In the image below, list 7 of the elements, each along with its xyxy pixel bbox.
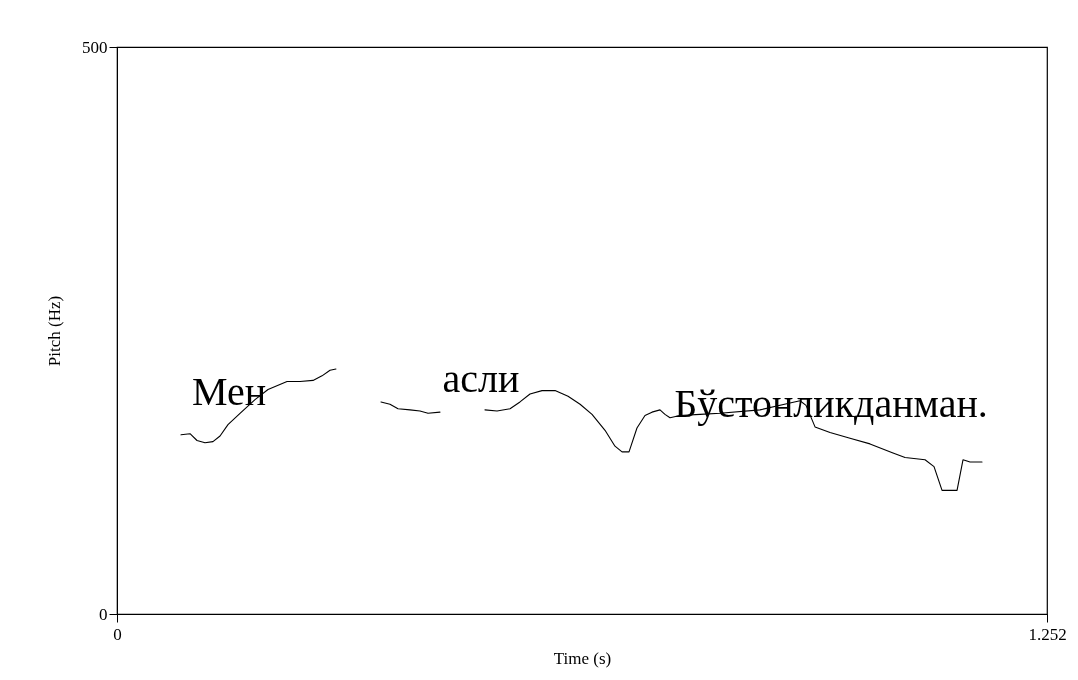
x-tick-label: 1.252 — [1028, 624, 1067, 644]
y-axis-title: Pitch (Hz) — [45, 295, 64, 367]
annotation: Мен — [191, 369, 267, 414]
x-axis-title: Time (s) — [553, 648, 612, 668]
y-tick-label: 500 — [82, 37, 108, 57]
annotation: Бўстонликданман. — [674, 381, 988, 426]
annotation: асли — [442, 356, 520, 401]
